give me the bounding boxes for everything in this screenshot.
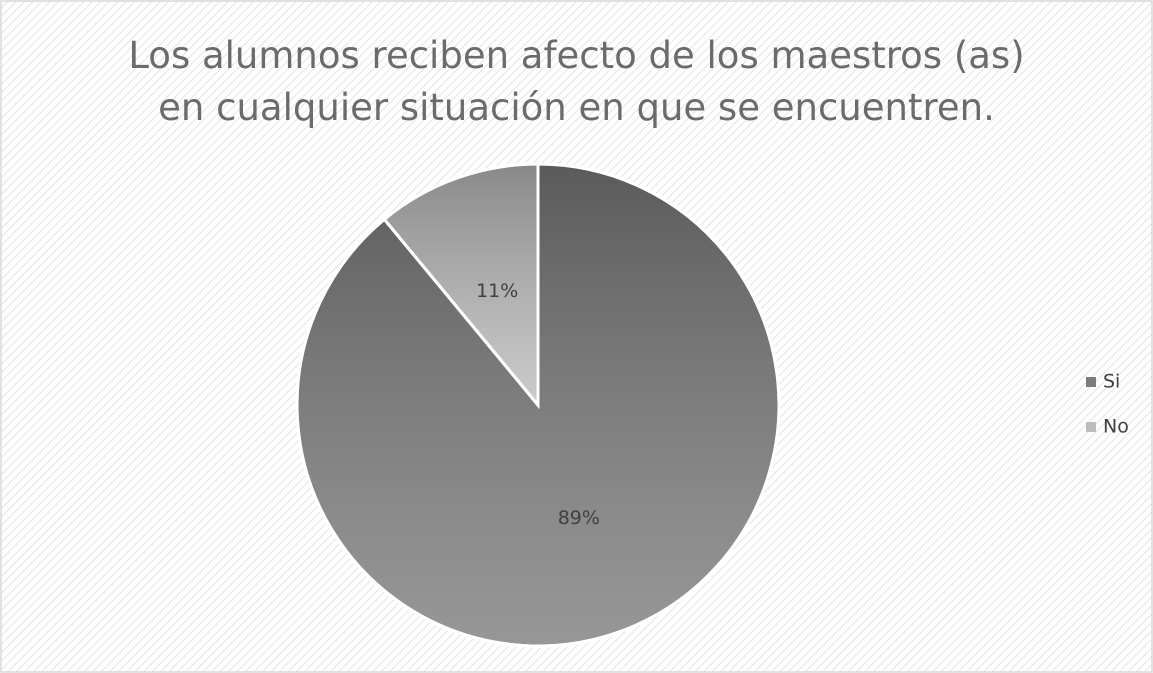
legend-swatch xyxy=(1086,377,1096,387)
data-label: 89% xyxy=(558,507,600,529)
legend-label: Si xyxy=(1103,371,1120,393)
chart-title: Los alumnos reciben afecto de los maestr… xyxy=(128,34,1025,129)
slice-shade xyxy=(382,162,540,410)
legend-swatch xyxy=(1086,422,1096,432)
legend-label: No xyxy=(1103,416,1129,438)
data-label: 11% xyxy=(476,280,518,302)
